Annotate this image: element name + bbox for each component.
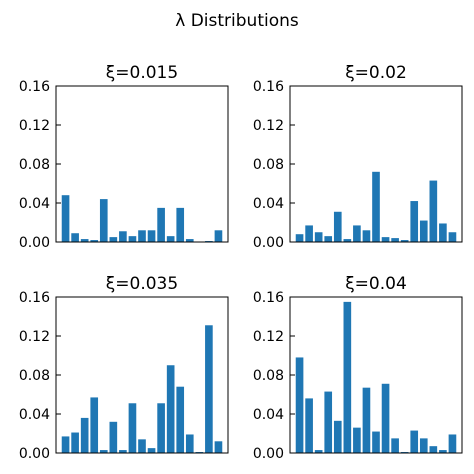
y-tick-label: 0.00 — [253, 446, 284, 462]
bar — [99, 199, 108, 242]
bar — [429, 180, 438, 242]
bar — [71, 233, 79, 242]
bar — [324, 391, 333, 453]
axes-frame — [55, 85, 229, 243]
bar — [391, 438, 399, 453]
bar — [362, 230, 371, 242]
bar — [448, 434, 457, 453]
bar — [314, 232, 323, 242]
bar — [147, 230, 156, 242]
bar — [157, 207, 165, 242]
bar — [305, 225, 313, 242]
y-tick-label: 0.04 — [253, 407, 284, 423]
y-tick-label: 0.08 — [19, 368, 50, 384]
y-tick-label: 0.12 — [19, 329, 50, 345]
bar — [410, 201, 419, 242]
bar — [439, 223, 447, 242]
subplot-title: ξ=0.02 — [345, 63, 407, 83]
y-tick-label: 0.12 — [253, 118, 284, 134]
bar — [410, 430, 419, 453]
y-tick-label: 0.04 — [19, 196, 50, 212]
bar — [138, 230, 146, 242]
y-tick-label: 0.00 — [19, 235, 50, 251]
bar — [90, 397, 99, 453]
bar — [157, 403, 165, 453]
bar — [333, 211, 342, 242]
bar — [439, 450, 447, 453]
y-tick-label: 0.00 — [253, 235, 284, 251]
bar — [324, 236, 333, 242]
y-tick-label: 0.08 — [253, 157, 284, 173]
bar — [61, 195, 70, 242]
bar — [109, 237, 118, 242]
bar — [176, 386, 185, 453]
subplot-3: ξ=0.035 0.00 0.04 0.08 0.12 0.16 — [19, 274, 229, 462]
bar — [305, 398, 313, 453]
bar — [185, 434, 194, 453]
subplot-2: ξ=0.02 0.00 0.04 0.08 0.12 0.16 — [253, 63, 463, 251]
bar — [295, 357, 304, 453]
subplot-title: ξ=0.015 — [106, 63, 178, 83]
bar — [343, 239, 352, 242]
y-tick-label: 0.08 — [253, 368, 284, 384]
bar — [166, 365, 175, 453]
bar — [128, 403, 137, 453]
bar — [138, 439, 146, 453]
bar — [71, 432, 79, 453]
subplot-title: ξ=0.035 — [106, 274, 178, 294]
bar — [314, 450, 323, 453]
bar — [362, 387, 371, 453]
bar — [448, 232, 457, 242]
bar — [214, 441, 223, 453]
y-tick-label: 0.00 — [19, 446, 50, 462]
bar — [419, 220, 428, 242]
bar — [381, 237, 390, 242]
subplot-grid: ξ=0.015 0.00 0.04 0.08 0.12 0.16 ξ=0.02 0.00 0.0… — [19, 63, 463, 462]
subplot-1: ξ=0.015 0.00 0.04 0.08 0.12 0.16 — [19, 63, 229, 251]
bar — [419, 438, 428, 453]
bar — [109, 421, 118, 453]
bar — [80, 417, 89, 453]
bar — [295, 234, 304, 242]
figure-title: λ Distributions — [175, 11, 299, 31]
bar — [128, 236, 137, 242]
bar — [99, 450, 108, 453]
bar — [147, 448, 156, 453]
y-tick-label: 0.16 — [19, 79, 50, 95]
y-tick-label: 0.16 — [19, 290, 50, 306]
bar — [61, 436, 70, 453]
bar — [381, 383, 390, 453]
bar — [205, 325, 213, 453]
bar — [90, 240, 99, 242]
bar — [372, 171, 380, 242]
subplot-4: ξ=0.04 0.00 0.04 0.08 0.12 0.16 — [253, 274, 463, 462]
y-tick-label: 0.12 — [19, 118, 50, 134]
bar — [214, 230, 223, 242]
bar — [343, 301, 352, 453]
bar — [333, 420, 342, 453]
bar — [372, 431, 380, 453]
y-tick-label: 0.08 — [19, 157, 50, 173]
y-tick-label: 0.04 — [253, 196, 284, 212]
bar — [353, 225, 361, 242]
y-tick-label: 0.04 — [19, 407, 50, 423]
y-tick-label: 0.16 — [253, 290, 284, 306]
axes-frame — [289, 296, 463, 454]
subplot-title: ξ=0.04 — [345, 274, 407, 294]
bar — [80, 239, 89, 242]
y-tick-label: 0.12 — [253, 329, 284, 345]
bar — [429, 446, 438, 453]
bar — [176, 207, 185, 242]
bar — [185, 239, 194, 242]
bar — [391, 238, 399, 242]
y-tick-label: 0.16 — [253, 79, 284, 95]
bar — [119, 450, 127, 453]
bar — [166, 236, 175, 242]
bar — [119, 231, 127, 242]
bar — [400, 240, 409, 242]
bar — [353, 427, 361, 453]
